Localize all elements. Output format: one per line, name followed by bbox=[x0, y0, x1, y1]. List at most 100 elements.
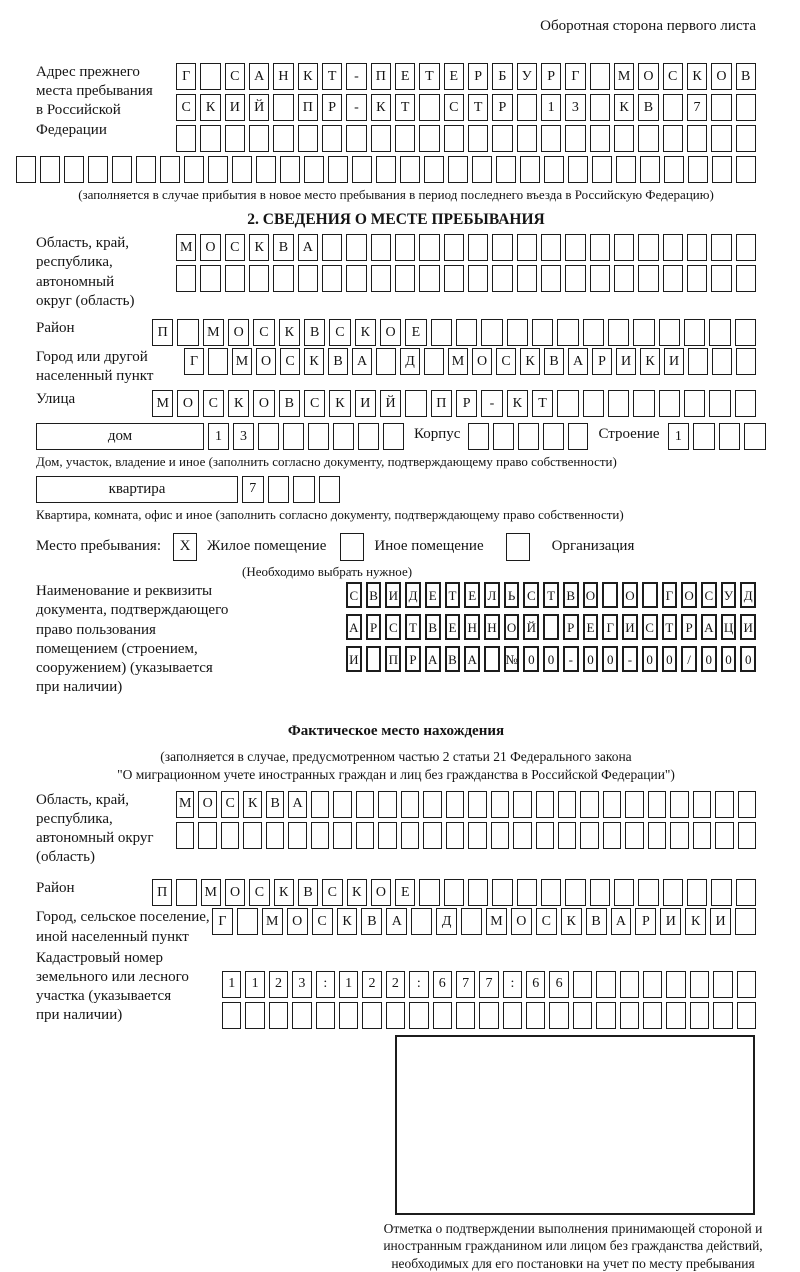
grid-cell[interactable]: / bbox=[681, 646, 697, 673]
grid-cell[interactable]: О bbox=[370, 879, 392, 907]
grid-cell[interactable]: И bbox=[660, 908, 682, 936]
grid-cell[interactable] bbox=[662, 879, 683, 907]
grid-cell[interactable]: В bbox=[303, 319, 326, 346]
grid-cell[interactable] bbox=[376, 348, 396, 375]
grid-cell[interactable] bbox=[292, 1001, 312, 1029]
grid-cell[interactable]: А bbox=[346, 614, 362, 641]
grid-cell[interactable] bbox=[516, 94, 537, 121]
grid-cell[interactable]: Р bbox=[540, 63, 562, 90]
grid-cell[interactable]: О bbox=[510, 908, 532, 936]
grid-cell[interactable]: К bbox=[273, 879, 294, 907]
grid-cell[interactable] bbox=[712, 348, 732, 375]
grid-cell[interactable] bbox=[184, 156, 204, 183]
grid-cell[interactable] bbox=[572, 970, 593, 998]
grid-cell[interactable] bbox=[565, 265, 586, 293]
grid-cell[interactable]: Р bbox=[592, 348, 612, 375]
grid-cell[interactable] bbox=[273, 125, 294, 152]
grid-cell[interactable]: В bbox=[562, 582, 579, 609]
grid-cell[interactable] bbox=[638, 234, 659, 262]
grid-cell[interactable]: К bbox=[685, 908, 707, 936]
grid-cell[interactable]: С bbox=[176, 94, 197, 121]
grid-cell[interactable] bbox=[613, 265, 635, 293]
grid-cell[interactable]: Е bbox=[464, 582, 481, 609]
grid-cell[interactable]: Р bbox=[365, 614, 382, 641]
grid-cell[interactable] bbox=[535, 821, 554, 849]
grid-cell[interactable] bbox=[713, 1001, 733, 1029]
grid-cell[interactable]: М bbox=[200, 879, 221, 907]
grid-cell[interactable] bbox=[40, 156, 60, 183]
grid-cell[interactable]: К bbox=[278, 319, 300, 346]
grid-cell[interactable] bbox=[666, 1001, 686, 1029]
grid-cell[interactable]: О bbox=[638, 63, 659, 90]
grid-cell[interactable] bbox=[304, 156, 324, 183]
grid-cell[interactable] bbox=[516, 234, 537, 262]
grid-cell[interactable]: Г bbox=[661, 582, 678, 609]
grid-cell[interactable] bbox=[346, 265, 367, 293]
grid-cell[interactable] bbox=[468, 423, 490, 451]
grid-cell[interactable] bbox=[297, 265, 318, 293]
grid-cell[interactable] bbox=[662, 234, 683, 262]
grid-cell[interactable] bbox=[602, 582, 619, 609]
grid-cell[interactable] bbox=[693, 423, 715, 451]
grid-cell[interactable] bbox=[640, 156, 660, 183]
grid-cell[interactable] bbox=[405, 390, 427, 418]
grid-cell[interactable] bbox=[423, 821, 442, 849]
grid-cell[interactable]: 1 bbox=[208, 423, 229, 451]
grid-cell[interactable] bbox=[520, 156, 540, 183]
grid-cell[interactable]: П bbox=[430, 390, 452, 418]
grid-cell[interactable]: С bbox=[280, 348, 300, 375]
grid-cell[interactable] bbox=[176, 821, 195, 849]
grid-cell[interactable] bbox=[565, 234, 586, 262]
grid-cell[interactable]: 0 bbox=[582, 646, 599, 673]
grid-cell[interactable]: 0 bbox=[700, 646, 717, 673]
grid-cell[interactable]: Н bbox=[484, 614, 500, 641]
grid-cell[interactable] bbox=[582, 390, 604, 418]
grid-cell[interactable]: 1 bbox=[667, 423, 690, 451]
grid-cell[interactable]: С bbox=[641, 614, 658, 641]
grid-cell[interactable] bbox=[518, 423, 539, 451]
grid-cell[interactable] bbox=[88, 156, 108, 183]
grid-cell[interactable] bbox=[658, 390, 680, 418]
grid-cell[interactable]: О bbox=[200, 234, 221, 262]
grid-cell[interactable] bbox=[338, 1001, 359, 1029]
grid-cell[interactable] bbox=[232, 156, 252, 183]
grid-cell[interactable] bbox=[283, 423, 304, 451]
grid-cell[interactable] bbox=[557, 319, 579, 346]
grid-cell[interactable] bbox=[735, 234, 756, 262]
grid-cell[interactable]: А bbox=[568, 348, 588, 375]
grid-cell[interactable] bbox=[686, 234, 708, 262]
grid-cell[interactable] bbox=[321, 125, 343, 152]
grid-cell[interactable]: О bbox=[198, 790, 217, 818]
grid-cell[interactable] bbox=[248, 125, 270, 152]
grid-cell[interactable] bbox=[541, 879, 562, 907]
grid-cell[interactable] bbox=[737, 821, 757, 849]
grid-cell[interactable] bbox=[686, 125, 708, 152]
grid-cell[interactable] bbox=[709, 319, 731, 346]
grid-cell[interactable]: К bbox=[297, 63, 318, 90]
grid-cell[interactable] bbox=[513, 821, 532, 849]
grid-cell[interactable]: В bbox=[638, 94, 659, 121]
grid-cell[interactable] bbox=[355, 821, 375, 849]
grid-cell[interactable] bbox=[443, 234, 464, 262]
grid-cell[interactable]: А bbox=[297, 234, 318, 262]
grid-cell[interactable]: К bbox=[243, 790, 262, 818]
grid-cell[interactable]: О bbox=[622, 582, 638, 609]
grid-cell[interactable]: С bbox=[322, 879, 343, 907]
grid-cell[interactable]: 0 bbox=[720, 646, 737, 673]
grid-cell[interactable] bbox=[492, 879, 513, 907]
grid-cell[interactable] bbox=[540, 265, 562, 293]
grid-cell[interactable] bbox=[424, 348, 444, 375]
grid-cell[interactable] bbox=[265, 821, 285, 849]
grid-cell[interactable]: М bbox=[202, 319, 224, 346]
grid-cell[interactable] bbox=[200, 125, 221, 152]
grid-cell[interactable]: О bbox=[379, 319, 402, 346]
grid-cell[interactable] bbox=[689, 970, 710, 998]
grid-cell[interactable] bbox=[549, 1001, 569, 1029]
grid-cell[interactable] bbox=[409, 1001, 429, 1029]
grid-cell[interactable] bbox=[321, 234, 343, 262]
grid-cell[interactable]: - bbox=[346, 63, 367, 90]
grid-cell[interactable]: Й bbox=[248, 94, 270, 121]
grid-cell[interactable] bbox=[736, 1001, 756, 1029]
grid-cell[interactable] bbox=[365, 646, 382, 673]
grid-cell[interactable] bbox=[596, 970, 616, 998]
